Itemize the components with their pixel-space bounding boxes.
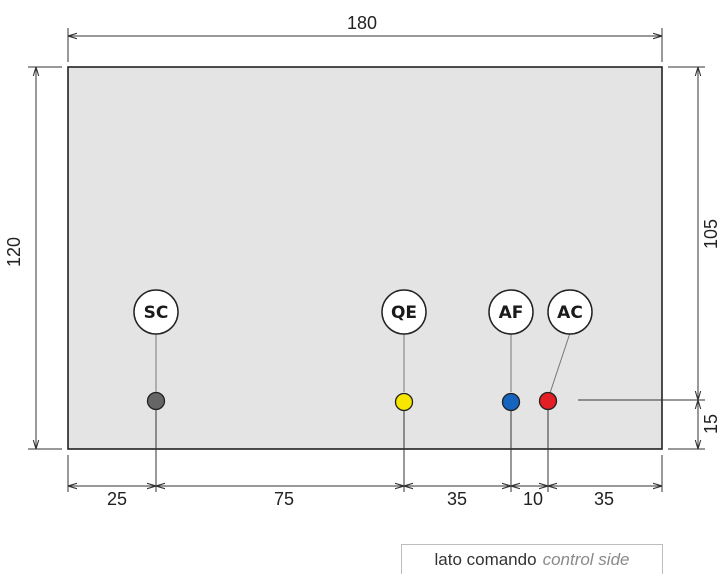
dimension-segment-1-label: 25 (107, 489, 127, 509)
legend-primary: lato comando (434, 549, 537, 569)
panel (67, 66, 663, 450)
connection-ac-port (538, 391, 558, 411)
connection-ac: AC (538, 289, 593, 411)
connection-qe-port (394, 392, 414, 412)
dimension-overall-height (28, 66, 62, 450)
connection-af-badge (488, 289, 534, 335)
dimension-right (578, 66, 705, 450)
dimension-overall-width (67, 28, 663, 62)
connection-af-label: AF (499, 303, 524, 323)
dimension-segment-3-label: 35 (447, 489, 467, 509)
connection-ac-label: AC (557, 303, 583, 323)
dimension-segment-2-label: 75 (274, 489, 294, 509)
connection-sc-port (146, 391, 166, 411)
connection-sc: SC (133, 289, 179, 411)
connection-af: AF (488, 289, 534, 412)
dimension-segment-4-label: 10 (523, 489, 543, 509)
dimension-overall-width-label: 180 (347, 13, 377, 33)
connection-qe-label: QE (391, 303, 417, 323)
dimension-bottom-chain (67, 402, 663, 492)
dimension-right-upper-label: 105 (701, 219, 721, 249)
connection-sc-label: SC (144, 303, 169, 323)
connection-af-port (501, 392, 521, 412)
connection-sc-badge (133, 289, 179, 335)
connection-ac-badge (547, 289, 593, 335)
dimension-segment-5-label: 35 (594, 489, 614, 509)
dimension-right-lower-label: 15 (701, 414, 721, 434)
connection-qe-badge (381, 289, 427, 335)
connection-qe: QE (381, 289, 427, 412)
dimension-overall-height-label: 120 (4, 237, 24, 267)
legend-secondary: control side (542, 549, 630, 569)
legend-box: lato comando control side (401, 544, 663, 574)
